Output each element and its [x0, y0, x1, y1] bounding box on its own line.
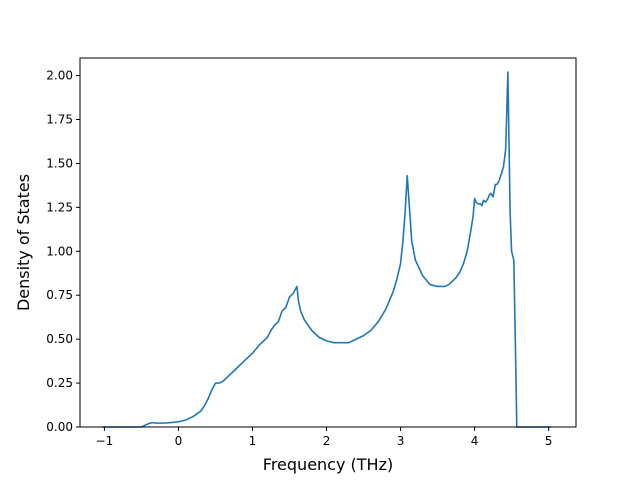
y-axis-label: Density of States	[14, 174, 33, 311]
plot-area	[102, 71, 551, 428]
y-tick-label: 0.75	[46, 288, 73, 302]
x-axis-ticks: −1 0 1 2 3 4 5	[96, 427, 553, 448]
x-tick-label: −1	[96, 434, 114, 448]
x-tick-label: 1	[249, 434, 257, 448]
y-tick-label: 0.50	[46, 332, 73, 346]
plot-frame	[79, 57, 577, 428]
y-axis-ticks: 0.00 0.25 0.50 0.75 1.00 1.25 1.50 1.75 2.00	[46, 69, 80, 434]
x-tick-label: 0	[175, 434, 183, 448]
y-tick-label: 1.25	[46, 200, 73, 214]
y-tick-label: 1.00	[46, 244, 73, 258]
x-tick-label: 2	[323, 434, 331, 448]
x-tick-label: 3	[397, 434, 405, 448]
y-tick-label: 0.25	[46, 376, 73, 390]
y-tick-label: 0.00	[46, 420, 73, 434]
x-tick-label: 4	[471, 434, 479, 448]
y-tick-label: 1.75	[46, 113, 73, 127]
y-tick-label: 2.00	[46, 69, 73, 83]
y-tick-label: 1.50	[46, 156, 73, 170]
series-line-0	[102, 71, 551, 428]
x-tick-label: 5	[545, 434, 553, 448]
x-axis-label: Frequency (THz)	[263, 455, 393, 474]
